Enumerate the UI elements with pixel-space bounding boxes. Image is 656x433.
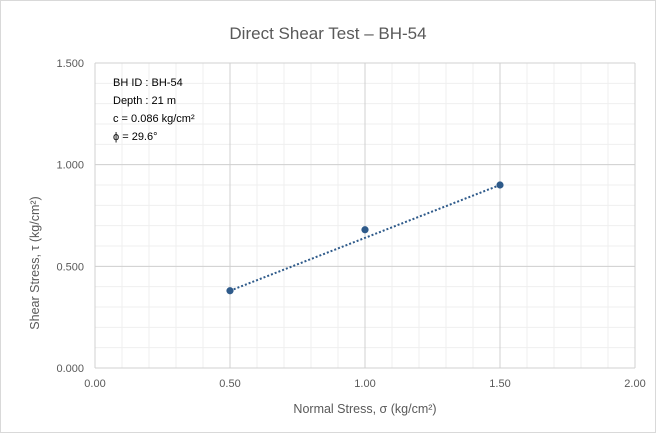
annotation-friction-angle: ϕ = 29.6°: [113, 131, 158, 143]
x-axis-label: Normal Stress, σ (kg/cm²): [293, 402, 436, 416]
trendline: [229, 184, 501, 292]
x-tick-label: 2.00: [624, 378, 645, 390]
x-tick-label: 0.50: [219, 378, 240, 390]
chart-title: Direct Shear Test – BH-54: [229, 24, 426, 43]
data-point: [361, 226, 369, 234]
data-point: [226, 287, 234, 295]
tick-labels: 0.00 0.50 1.00 1.50 2.00 0.000 0.500 1.000 1.500: [56, 58, 645, 390]
annotation-depth: Depth : 21 m: [113, 95, 176, 107]
annotation-box: BH ID : BH-54 Depth : 21 m c = 0.086 kg/…: [113, 77, 195, 143]
data-point: [496, 181, 504, 189]
y-tick-label: 0.000: [56, 363, 84, 375]
annotation-bh-id: BH ID : BH-54: [113, 77, 183, 89]
y-tick-label: 1.500: [56, 58, 84, 70]
y-tick-label: 0.500: [56, 261, 84, 273]
x-tick-label: 0.00: [84, 378, 105, 390]
x-tick-label: 1.00: [354, 378, 375, 390]
y-tick-label: 1.000: [56, 160, 84, 172]
y-axis-label: Shear Stress, τ (kg/cm²): [28, 196, 42, 329]
annotation-cohesion: c = 0.086 kg/cm²: [113, 113, 195, 125]
grid: [94, 62, 636, 369]
series: [226, 181, 504, 295]
x-tick-label: 1.50: [489, 378, 510, 390]
